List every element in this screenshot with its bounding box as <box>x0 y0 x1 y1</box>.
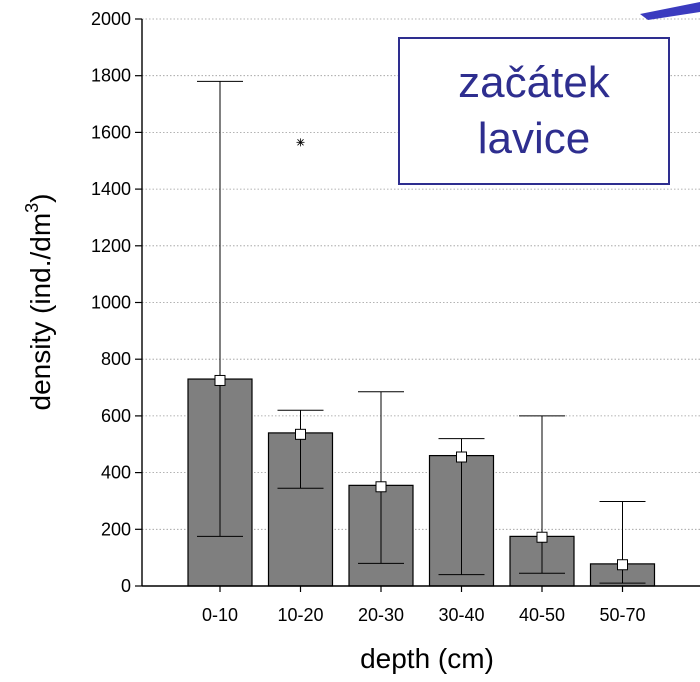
mean-markers <box>214 374 628 571</box>
corner-arrow-mark <box>640 2 700 20</box>
mean-marker <box>295 428 306 440</box>
x-tick-label: 20-30 <box>358 605 404 625</box>
y-tick-label: 1600 <box>91 122 131 142</box>
axes <box>135 18 700 592</box>
y-tick-label: 1200 <box>91 236 131 256</box>
annotation-box: začátek lavice <box>398 37 670 185</box>
y-tick-label: 200 <box>101 519 131 539</box>
annotation-line-2: lavice <box>477 114 591 163</box>
annotation-line-1: začátek <box>458 58 610 107</box>
mean-marker <box>375 481 387 493</box>
x-tick-label: 50-70 <box>599 605 645 625</box>
x-axis-title: depth (cm) <box>360 643 494 674</box>
mean-marker <box>617 559 628 571</box>
y-tick-label: 1400 <box>91 179 131 199</box>
mean-marker <box>214 374 226 386</box>
y-tick-label: 2000 <box>91 9 131 29</box>
y-tick-label: 600 <box>101 406 131 426</box>
x-tick-label: 30-40 <box>438 605 484 625</box>
outlier-markers <box>296 138 305 147</box>
y-axis-title-close: ) <box>25 194 56 203</box>
error-bars <box>197 80 646 584</box>
outlier-marker <box>296 138 305 147</box>
x-tick-label: 10-20 <box>277 605 323 625</box>
x-tick-label: 0-10 <box>202 605 238 625</box>
x-tick-label: 40-50 <box>519 605 565 625</box>
y-tick-label: 0 <box>121 576 131 596</box>
mean-marker <box>456 451 467 463</box>
mean-marker <box>536 531 548 543</box>
y-tick-label: 800 <box>101 349 131 369</box>
bars <box>187 378 656 587</box>
y-tick-label: 400 <box>101 463 131 483</box>
y-axis-title: density (ind./dm3) <box>22 194 56 411</box>
x-tick-labels: 0-10 10-20 20-30 30-40 40-50 50-70 <box>202 605 646 625</box>
outlier-stroke <box>297 139 304 146</box>
y-axis-title-main: density (ind./dm <box>25 213 56 411</box>
y-tick-label: 1000 <box>91 293 131 313</box>
y-tick-labels: 0 200 400 600 800 1000 1200 1400 1600 1800 2000 <box>91 9 131 596</box>
y-axis-title-sup: 3 <box>22 203 42 213</box>
y-tick-label: 1800 <box>91 66 131 86</box>
